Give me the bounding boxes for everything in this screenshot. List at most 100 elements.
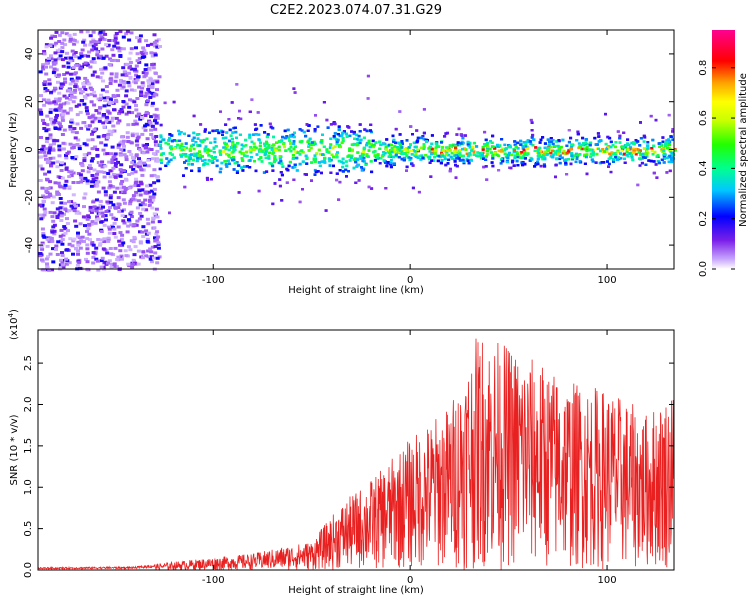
heatmap-cell: [41, 67, 46, 71]
heatmap-cell: [141, 46, 146, 50]
heatmap-cell: [271, 152, 275, 155]
heatmap-cell: [47, 148, 52, 152]
heatmap-cell: [270, 146, 274, 150]
heatmap-cell: [642, 156, 646, 159]
heatmap-cell: [155, 175, 160, 179]
heatmap-cell: [299, 140, 303, 144]
heatmap-cell: [636, 183, 640, 187]
heatmap-cell: [448, 169, 452, 173]
heatmap-cell: [453, 152, 457, 155]
heatmap-cell: [56, 192, 60, 195]
heatmap-cell: [85, 229, 89, 233]
heatmap-cell: [456, 141, 460, 144]
heatmap-cell: [74, 131, 79, 135]
heatmap-cell: [86, 138, 91, 142]
heatmap-cell: [72, 32, 77, 36]
heatmap-cell: [159, 123, 163, 127]
heatmap-cell: [140, 173, 145, 177]
heatmap-cell: [46, 187, 51, 190]
heatmap-cell: [486, 141, 490, 145]
heatmap-cell: [440, 141, 443, 144]
heatmap-cell: [310, 141, 314, 144]
heatmap-cell: [361, 159, 365, 163]
heatmap-cell: [88, 209, 93, 212]
heatmap-cell: [278, 178, 282, 181]
heatmap-cell: [591, 153, 595, 157]
heatmap-cell: [38, 164, 43, 168]
heatmap-cell: [581, 147, 585, 151]
heatmap-cell: [42, 52, 47, 56]
heatmap-cell: [55, 113, 59, 117]
heatmap-cell: [38, 203, 43, 207]
heatmap-cell: [489, 151, 493, 154]
heatmap-cell: [230, 101, 234, 104]
heatmap-cell: [260, 160, 264, 163]
heatmap-cell: [66, 65, 71, 69]
heatmap-cell: [530, 129, 534, 132]
heatmap-cell: [40, 258, 45, 262]
heatmap-cell: [652, 160, 656, 163]
heatmap-cell: [373, 154, 377, 157]
heatmap-cell: [89, 100, 94, 104]
heatmap-cell: [207, 159, 211, 162]
heatmap-cell: [138, 240, 143, 244]
heatmap-cell: [211, 156, 215, 159]
heatmap-cell: [623, 146, 627, 149]
heatmap-cell: [50, 34, 55, 38]
heatmap-cell: [221, 133, 224, 136]
heatmap-cell: [141, 84, 146, 88]
heatmap-cell: [332, 135, 336, 138]
heatmap-cell: [80, 99, 84, 102]
heatmap-cell: [236, 170, 239, 173]
heatmap-cell: [440, 153, 444, 156]
heatmap-cell: [196, 157, 200, 160]
heatmap-cell: [106, 236, 111, 240]
heatmap-cell: [67, 88, 72, 92]
heatmap-cell: [468, 141, 472, 145]
heatmap-cell: [265, 142, 269, 145]
heatmap-cell: [662, 161, 666, 164]
heatmap-cell: [153, 119, 157, 123]
heatmap-cell: [95, 153, 100, 157]
heatmap-cell: [44, 72, 49, 76]
heatmap-cell: [519, 139, 523, 143]
heatmap-cell: [386, 161, 390, 164]
heatmap-cell: [499, 150, 503, 153]
heatmap-cell: [106, 202, 111, 206]
heatmap-cell: [341, 137, 345, 140]
heatmap-cell: [183, 185, 187, 189]
heatmap-cell: [211, 129, 215, 133]
heatmap-cell: [258, 148, 262, 151]
heatmap-cell: [103, 190, 108, 194]
heatmap-cell: [68, 125, 73, 129]
heatmap-cell: [623, 157, 626, 160]
heatmap-cell: [85, 251, 90, 255]
heatmap-cell: [519, 143, 523, 146]
heatmap-cell: [660, 144, 664, 147]
heatmap-cell: [424, 154, 428, 157]
heatmap-cell: [62, 212, 66, 216]
heatmap-cell: [379, 143, 383, 147]
heatmap-cell: [150, 104, 155, 108]
heatmap-cell: [227, 155, 231, 158]
heatmap-cell: [450, 152, 454, 155]
heatmap-cell: [43, 172, 48, 176]
heatmap-cell: [61, 233, 66, 237]
heatmap-cell: [48, 210, 53, 214]
heatmap-cell: [58, 125, 63, 128]
heatmap-cell: [622, 152, 626, 156]
heatmap-cell: [148, 96, 153, 99]
heatmap-cell: [59, 169, 64, 172]
heatmap-cell: [327, 151, 331, 154]
heatmap-cell: [501, 147, 505, 151]
heatmap-cell: [79, 162, 84, 165]
heatmap-cell: [65, 259, 70, 263]
heatmap-cell: [45, 244, 50, 248]
heatmap-cell: [135, 59, 140, 63]
heatmap-cell: [44, 140, 49, 144]
heatmap-cell: [108, 196, 113, 200]
heatmap-cell: [65, 71, 70, 75]
heatmap-cell: [658, 145, 661, 148]
heatmap-cell: [82, 95, 87, 99]
